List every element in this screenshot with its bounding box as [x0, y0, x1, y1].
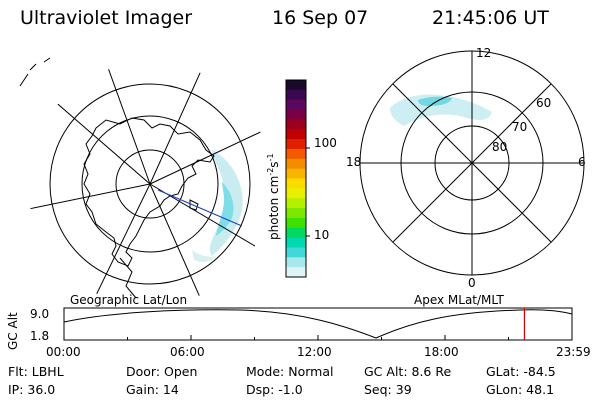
outer-grid-fragments	[19, 57, 51, 87]
colorbar-segment	[286, 109, 306, 120]
colorbar-segment	[286, 168, 306, 180]
colorbar-segment	[286, 217, 306, 229]
altitude-ytick-high: 9.0	[30, 307, 50, 321]
aurora-oval-right	[390, 94, 492, 126]
mlt-label-6: 6	[578, 155, 586, 169]
door-status: Door: Open	[126, 364, 198, 379]
altitude-xtick-2359: 23:59	[556, 345, 591, 359]
colorbar-segment	[286, 267, 306, 278]
mlt-label-18: 18	[346, 155, 362, 169]
mlt-lines	[360, 51, 584, 275]
altitude-ylabel: GC Alt	[6, 312, 20, 350]
colorbar-segment	[286, 227, 306, 239]
altitude-xtick-0600: 06:00	[170, 345, 205, 359]
colorbar-segment	[286, 257, 306, 268]
instrument-title: Ultraviolet Imager	[20, 7, 193, 29]
colorbar-segment	[286, 89, 306, 101]
mlt-label-12: 12	[476, 46, 492, 60]
mlat-label-60: 60	[536, 96, 552, 110]
color-scale-bar	[285, 79, 310, 278]
satellite-track	[157, 189, 243, 227]
colorbar-segment	[286, 148, 306, 160]
colorbar-segment	[286, 99, 306, 111]
colorbar-frame	[285, 79, 307, 278]
mlat-label-70: 70	[512, 120, 528, 134]
altitude-time-ticks	[63, 335, 573, 340]
colorbar-segment	[286, 129, 306, 140]
mlt-label-0: 0	[468, 276, 476, 290]
colorbar-segment	[286, 247, 306, 258]
glat-status: GLat: -84.5	[486, 364, 556, 379]
glon-status: GLon: 48.1	[486, 382, 555, 397]
geographic-map-label: Geographic Lat/Lon	[70, 293, 188, 307]
altitude-xtick-1200: 12:00	[297, 345, 332, 359]
colorbar-unit: photon cm-2s-1	[266, 153, 281, 240]
colorbar-segment	[286, 80, 306, 91]
gain-status: Gain: 14	[126, 382, 179, 397]
seq-status: Seq: 39	[364, 382, 412, 397]
altitude-ytick-low: 1.8	[30, 329, 50, 343]
altitude-curve	[63, 309, 573, 339]
colorbar-segment	[286, 119, 306, 130]
colorbar-tick-100: 100	[314, 136, 337, 150]
altitude-xtick-0000: 00:00	[46, 345, 81, 359]
mode-status: Mode: Normal	[246, 364, 334, 379]
colorbar-segment	[286, 178, 306, 189]
geographic-map	[19, 57, 272, 306]
colorbar-segment	[286, 237, 306, 249]
time-label: 21:45:06 UT	[432, 7, 549, 29]
mlat-label-80: 80	[492, 140, 508, 154]
ip-status: IP: 36.0	[8, 382, 56, 397]
gc-alt-status: GC Alt: 8.6 Re	[364, 364, 452, 379]
aurora-glow-left	[192, 150, 243, 263]
colorbar-segment	[286, 188, 306, 199]
dsp-status: Dsp: -1.0	[246, 382, 303, 397]
magnetic-map-label: Apex MLat/MLT	[414, 293, 504, 307]
colorbar-segment	[286, 158, 306, 170]
colorbar-segment	[286, 198, 306, 209]
antarctica-coastline	[83, 117, 215, 267]
date-label: 16 Sep 07	[272, 7, 369, 29]
longitude-lines	[28, 62, 272, 306]
colorbar-segment	[286, 139, 306, 150]
altitude-plot	[63, 307, 573, 341]
altitude-xtick-1800: 18:00	[424, 345, 459, 359]
magnetic-map	[359, 50, 585, 276]
colorbar-tick-10: 10	[314, 228, 330, 242]
colorbar-segment	[286, 208, 306, 219]
filter-status: Flt: LBHL	[8, 364, 64, 379]
